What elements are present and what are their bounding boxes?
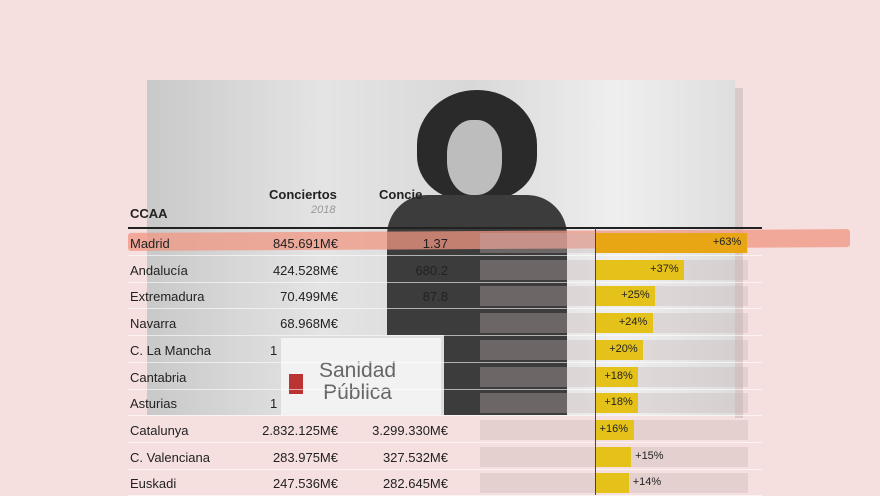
bar-label: +20% bbox=[609, 342, 638, 355]
table-row: Catalunya 2.832.125M€ 3.299.330M€ +16% bbox=[128, 417, 762, 443]
bar-mark bbox=[595, 366, 639, 387]
row-value-2: 1.37 bbox=[422, 236, 448, 251]
row-name: Cantabria bbox=[130, 369, 187, 385]
photo-shadow bbox=[735, 88, 743, 418]
row-value-2: 327.532M€ bbox=[382, 449, 448, 465]
table-row: Asturias 1 +18% bbox=[128, 390, 762, 417]
table-row: Euskadi 247.536M€ 282.645M€ +14% bbox=[128, 470, 762, 496]
bar-mark bbox=[595, 339, 644, 360]
row-value-2018: 247.536M€ bbox=[272, 476, 338, 492]
bar-mark bbox=[595, 233, 747, 253]
table-row: C. La Mancha 1 +20% bbox=[128, 337, 762, 363]
row-value-2018: 1 bbox=[270, 342, 278, 358]
row-value-2018: 283.975M€ bbox=[272, 449, 338, 465]
bar-mark bbox=[595, 446, 632, 467]
row-value-2018: 1 bbox=[270, 396, 278, 412]
bar-label: +63% bbox=[712, 236, 742, 248]
row-name: Asturias bbox=[130, 396, 177, 412]
bar-mark bbox=[595, 393, 639, 414]
person-face bbox=[447, 120, 502, 195]
bar-mark bbox=[595, 419, 634, 440]
header-ccaa: CCAA bbox=[130, 206, 168, 221]
row-name: Madrid bbox=[130, 236, 170, 251]
bar-mark bbox=[595, 286, 656, 307]
row-value-2: 87.8 bbox=[422, 289, 448, 305]
row-value-2: 3.299.330M€ bbox=[372, 422, 448, 438]
row-value-2: 680.2 bbox=[415, 262, 448, 278]
table-row: Cantabria +18% bbox=[128, 364, 762, 390]
row-name: Extremadura bbox=[130, 289, 205, 305]
row-name: Andalucía bbox=[130, 262, 188, 278]
sign-text: Sanidad Pública bbox=[319, 360, 396, 404]
row-value-2018: 70.499M€ bbox=[280, 289, 338, 305]
row-name: C. Valenciana bbox=[130, 449, 210, 465]
table-row: Madrid 845.691M€ 1.37 +63% bbox=[128, 230, 762, 256]
row-value-2: 282.645M€ bbox=[382, 476, 448, 492]
row-value-2018: 2.832.125M€ bbox=[262, 422, 338, 438]
header-col1-year: 2018 bbox=[311, 204, 336, 216]
bar-label: +16% bbox=[599, 422, 628, 435]
sign-line2: Pública bbox=[323, 381, 392, 404]
bar-label: +37% bbox=[650, 262, 679, 275]
bar-label: +24% bbox=[618, 316, 648, 329]
podium-sign: Sanidad Pública bbox=[278, 335, 444, 415]
table-row: Extremadura 70.499M€ 87.8 +25% bbox=[128, 283, 762, 310]
bar-label: +18% bbox=[604, 369, 633, 382]
row-name: Catalunya bbox=[130, 422, 189, 438]
row-value-2018: 68.968M€ bbox=[280, 316, 338, 332]
table-row: Andalucía 424.528M€ 680.2 +37% bbox=[128, 257, 762, 283]
bar-label: +25% bbox=[621, 289, 650, 302]
row-name: Navarra bbox=[130, 316, 177, 332]
bar-mark bbox=[595, 313, 653, 334]
row-name: C. La Mancha bbox=[130, 342, 211, 358]
table-row: Navarra 68.968M€ +24% bbox=[128, 310, 762, 337]
row-value-2018: 424.528M€ bbox=[272, 262, 338, 278]
sign-line1: Sanidad bbox=[319, 359, 397, 382]
header-rule bbox=[128, 227, 762, 229]
bar-mark bbox=[595, 473, 629, 494]
bar-label: +15% bbox=[635, 449, 664, 462]
header-col1: Conciertos bbox=[269, 187, 337, 202]
bar-label: +18% bbox=[604, 396, 633, 409]
row-name: Euskadi bbox=[130, 476, 177, 492]
header-col2: Concie bbox=[379, 187, 423, 202]
table-row: C. Valenciana 283.975M€ 327.532M€ +15% bbox=[128, 444, 762, 470]
bar-label: +14% bbox=[632, 476, 662, 489]
bar-mark bbox=[595, 259, 685, 280]
row-value-2018: 845.691M€ bbox=[272, 236, 338, 251]
bar-axis bbox=[595, 228, 596, 495]
